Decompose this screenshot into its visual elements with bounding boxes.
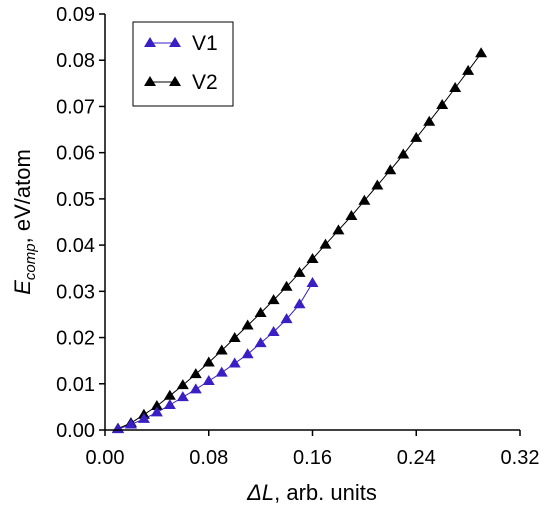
y-tick-label: 0.07 (56, 96, 95, 118)
data-point-v1 (189, 383, 202, 394)
data-point-v1 (254, 337, 267, 348)
data-point-v2 (280, 280, 293, 291)
legend-label-v1: V1 (192, 32, 218, 55)
ticks: 0.00 0.01 0.02 0.03 0.04 0.05 0.06 0.07 0.08 0.09… (56, 4, 539, 469)
legend: V1 V2 (132, 21, 234, 107)
y-tick-label: 0.08 (56, 50, 95, 72)
data-point-v2 (462, 64, 475, 75)
y-tick-label: 0.05 (56, 189, 95, 211)
data-point-v2 (163, 389, 176, 400)
x-axis-label-symbol: ΔL (246, 480, 274, 505)
data-point-v1 (137, 412, 150, 423)
data-point-v2 (436, 99, 449, 110)
data-point-v1 (124, 418, 137, 429)
data-point-v2 (371, 179, 384, 190)
data-point-v2 (410, 131, 423, 142)
y-axis-label: Ecomp, eV/atom (10, 149, 39, 295)
data-point-v2 (397, 148, 410, 159)
data-point-v2 (319, 238, 332, 249)
data-point-v2 (423, 115, 436, 126)
data-point-v2 (189, 368, 202, 379)
data-point-v2 (202, 356, 215, 367)
data-point-v1 (150, 406, 163, 417)
x-axis-label: ΔL, arb. units (246, 480, 377, 505)
data-point-v2 (215, 344, 228, 355)
y-tick-label: 0.04 (56, 235, 95, 257)
data-point-v1 (267, 326, 280, 337)
legend-marker-v1-left (144, 37, 156, 47)
data-point-v2 (254, 307, 267, 318)
y-axis-label-symbol: E (10, 280, 35, 295)
y-tick-label: 0.09 (56, 4, 95, 26)
data-point-v1 (163, 399, 176, 410)
data-point-v2 (449, 81, 462, 92)
y-tick-label: 0.01 (56, 374, 95, 396)
x-tick-label: 0.16 (293, 447, 332, 469)
data-point-v1 (293, 298, 306, 309)
series-line-v1 (117, 282, 313, 430)
data-point-v2 (475, 47, 488, 58)
x-axis-label-unit: , arb. units (274, 480, 377, 505)
legend-marker-v1-right (169, 37, 181, 47)
data-point-v2 (228, 332, 241, 343)
y-tick-label: 0.02 (56, 328, 95, 350)
data-point-v2 (241, 319, 254, 330)
data-point-v2 (345, 209, 358, 220)
legend-marker-v2-right (169, 76, 181, 86)
legend-label-v2: V2 (192, 71, 218, 94)
x-tick-label: 0.24 (397, 447, 436, 469)
data-point-v1 (280, 313, 293, 324)
legend-marker-v2-left (144, 76, 156, 86)
data-point-v1 (215, 366, 228, 377)
data-point-v2 (150, 399, 163, 410)
y-tick-label: 0.03 (56, 281, 95, 303)
legend-box (132, 21, 234, 107)
series-line-v2 (117, 53, 482, 430)
data-point-v1 (202, 375, 215, 386)
data-point-v1 (306, 277, 319, 288)
y-tick-label: 0.00 (56, 420, 95, 442)
y-axis-label-unit: , eV/atom (10, 149, 35, 243)
plot-area (111, 47, 488, 434)
data-point-v2 (384, 164, 397, 175)
data-point-v1 (176, 391, 189, 402)
x-tick-label: 0.32 (501, 447, 540, 469)
y-axis-label-subscript: comp (22, 243, 39, 280)
data-point-v2 (358, 194, 371, 205)
data-point-v2 (293, 266, 306, 277)
x-tick-label: 0.00 (86, 447, 125, 469)
data-point-v2 (176, 379, 189, 390)
y-tick-label: 0.06 (56, 143, 95, 165)
data-point-v1 (241, 348, 254, 359)
data-point-v1 (228, 357, 241, 368)
data-point-v2 (267, 294, 280, 305)
data-point-v2 (332, 224, 345, 235)
x-tick-label: 0.08 (189, 447, 228, 469)
data-point-v2 (306, 252, 319, 263)
